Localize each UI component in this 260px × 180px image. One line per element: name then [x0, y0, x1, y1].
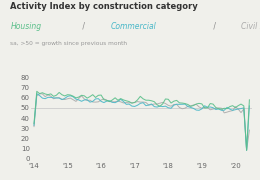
Text: sa, >50 = growth since previous month: sa, >50 = growth since previous month	[10, 41, 127, 46]
Text: Housing: Housing	[10, 22, 42, 31]
Text: Civil Engineering: Civil Engineering	[241, 22, 260, 31]
Text: /: /	[211, 22, 218, 31]
Text: /: /	[81, 22, 88, 31]
Text: Commercial: Commercial	[110, 22, 156, 31]
Text: Activity Index by construction category: Activity Index by construction category	[10, 2, 198, 11]
